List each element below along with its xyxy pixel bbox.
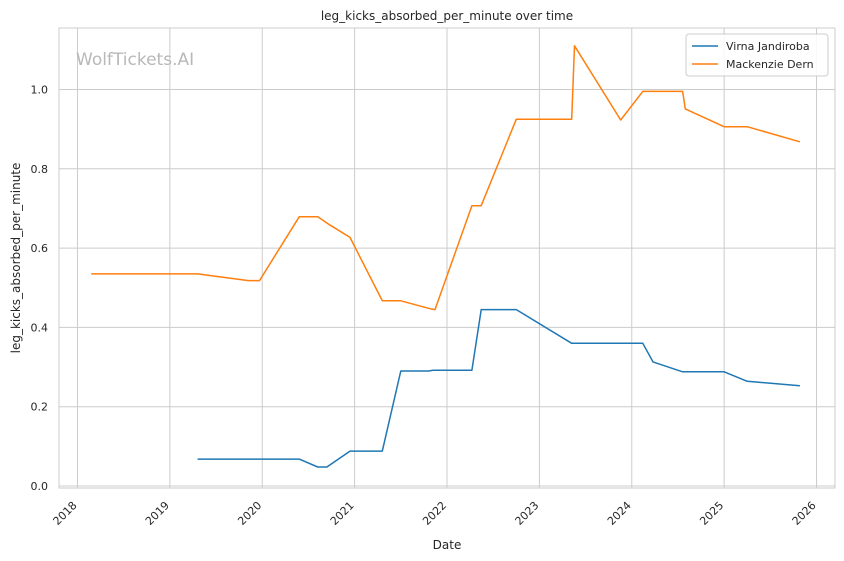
x-tick-label: 2026	[790, 499, 819, 528]
x-tick-label: 2024	[605, 499, 634, 528]
y-tick-label: 0.2	[31, 401, 49, 414]
legend-label-2: Mackenzie Dern	[726, 58, 814, 71]
y-tick-label: 1.0	[31, 83, 49, 96]
grid	[59, 28, 835, 488]
y-tick-label: 0.8	[31, 163, 49, 176]
y-tick-label: 0.0	[31, 480, 49, 493]
legend: Virna Jandiroba Mackenzie Dern	[685, 33, 829, 77]
x-tick-label: 2025	[697, 499, 726, 528]
x-tick-label: 2019	[143, 499, 172, 528]
plot-frame	[58, 27, 836, 489]
legend-box	[685, 33, 829, 77]
y-axis-label: leg_kicks_absorbed_per_minute	[9, 163, 23, 354]
x-axis-ticks: 2018 2019 2020 2021 2022 2023 2024 2025 2026	[51, 499, 819, 528]
legend-label-1: Virna Jandiroba	[726, 40, 810, 53]
series-line-1	[197, 308, 800, 468]
y-axis-ticks: 0.0 0.2 0.4 0.6 0.8 1.0	[31, 83, 49, 493]
series-layer	[91, 45, 801, 468]
watermark: WolfTickets.AI	[76, 50, 194, 70]
chart-title: leg_kicks_absorbed_per_minute over time	[321, 9, 573, 23]
series-line-2	[91, 45, 801, 311]
x-tick-label: 2018	[51, 499, 80, 528]
x-tick-label: 2020	[235, 499, 264, 528]
x-tick-label: 2021	[328, 499, 357, 528]
y-tick-label: 0.6	[31, 242, 49, 255]
x-tick-label: 2022	[420, 499, 449, 528]
y-tick-label: 0.4	[31, 321, 49, 334]
x-tick-label: 2023	[513, 499, 542, 528]
x-axis-label: Date	[433, 538, 462, 552]
